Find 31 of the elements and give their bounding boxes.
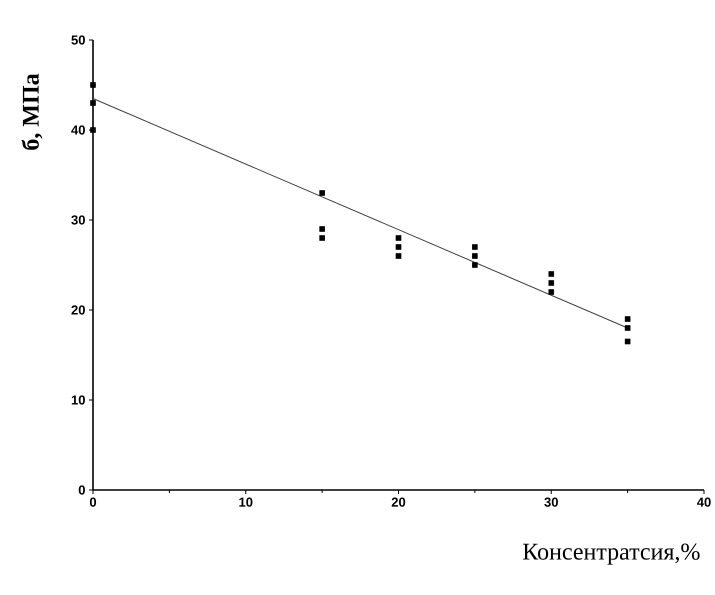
point (319, 226, 325, 232)
x-tick-label: 30 (544, 498, 558, 507)
point (472, 262, 478, 268)
point (624, 338, 630, 344)
x-tick-label: 40 (696, 498, 711, 507)
y-axis-title: б, МПа (21, 74, 42, 150)
y-tick-label: 20 (71, 305, 85, 315)
x-tick-label: 0 (90, 498, 96, 507)
point (548, 280, 554, 286)
point (319, 190, 325, 196)
y-tick-label: 30 (71, 215, 85, 225)
point (90, 100, 96, 106)
point (396, 244, 402, 250)
point (90, 127, 96, 133)
x-tick-label: 10 (239, 498, 252, 507)
x-tick-label: 20 (392, 498, 406, 507)
point (90, 82, 96, 88)
point (624, 325, 630, 331)
point (548, 271, 554, 277)
point (472, 253, 478, 259)
point (396, 235, 402, 241)
y-tick-label: 40 (71, 125, 85, 135)
point (319, 235, 325, 241)
y-tick-label: 50 (71, 35, 85, 45)
point (472, 244, 478, 250)
point (548, 289, 554, 295)
point (396, 253, 402, 259)
x-axis-title: Консентратсия,% (522, 544, 700, 565)
y-tick-label: 10 (72, 395, 85, 405)
y-tick-label: 0 (78, 485, 85, 495)
point (624, 316, 630, 322)
